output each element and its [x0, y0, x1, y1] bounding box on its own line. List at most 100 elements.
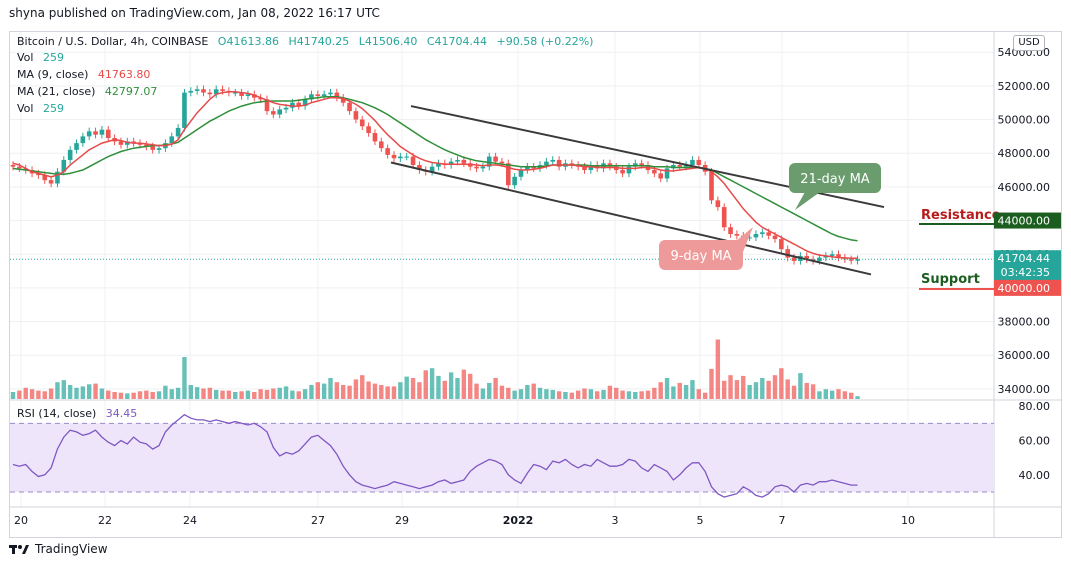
candle-body [290, 102, 295, 108]
volume-bar [664, 378, 670, 399]
volume-bar [429, 368, 435, 399]
volume-bar [252, 392, 257, 399]
candle-body [239, 92, 244, 96]
candle-body [182, 92, 187, 128]
volume-bar [588, 389, 594, 399]
time-tick-label: 22 [98, 514, 112, 527]
volume-bar [372, 383, 378, 399]
currency-button[interactable]: USD [1013, 35, 1045, 51]
volume-bar [137, 391, 143, 399]
candle-body [486, 156, 492, 167]
volume-bar [347, 385, 352, 399]
candle-body [283, 107, 289, 110]
candle-body [61, 159, 67, 172]
candle-body [512, 176, 517, 186]
volume-bar [334, 382, 340, 399]
candle-body [550, 159, 556, 162]
time-tick-label: 3 [612, 514, 619, 527]
volume-bar [582, 388, 587, 399]
volume-bar [772, 375, 778, 399]
price-tick-label: 46000.00 [998, 181, 1051, 194]
volume-bar [258, 389, 263, 399]
candle-body [309, 94, 314, 100]
candle-body [86, 131, 92, 137]
time-tick-label: 20 [14, 514, 28, 527]
candle-body [747, 237, 752, 239]
volume-bar [468, 373, 473, 399]
candle-body [125, 141, 130, 145]
candle-body [93, 131, 98, 135]
candle-body [709, 171, 714, 201]
price-chart[interactable]: 21-day MA9-day MAResistanceSupport54000.… [10, 32, 1061, 537]
volume-bar [74, 387, 79, 399]
volume-bar [461, 369, 467, 399]
volume-bar [61, 380, 66, 399]
candle-body [461, 159, 467, 164]
candle-body [848, 259, 854, 261]
candle-body [785, 249, 790, 258]
volume-bar [36, 390, 41, 399]
candle-body [607, 163, 613, 167]
volume-bar [150, 392, 155, 399]
low-value: L41506.40 [358, 35, 418, 48]
volume-bar [436, 375, 441, 399]
volume-bar [455, 378, 460, 399]
volume-bar [385, 386, 390, 399]
volume-bar [404, 376, 409, 399]
close-value: C41704.44 [426, 35, 488, 48]
volume-bar [309, 385, 314, 399]
candle-body [74, 143, 79, 150]
candle-body [144, 144, 149, 147]
candle-body [664, 168, 670, 179]
volume-bar [277, 387, 282, 399]
volume-bar [715, 339, 721, 399]
volume-bar [696, 389, 701, 399]
candle-body [188, 90, 194, 93]
volume-bar [321, 383, 327, 399]
candle-body [753, 234, 759, 238]
resistance-price-text: 44000.00 [998, 215, 1051, 228]
volume-bar [42, 391, 47, 399]
volume-bar [658, 382, 663, 399]
volume-bar [842, 391, 848, 399]
candle-body [836, 254, 841, 258]
volume-bar [233, 392, 238, 399]
resistance-price-badge [994, 212, 1061, 229]
candle-body [652, 170, 657, 174]
volume-bar [671, 386, 676, 399]
candle-body [436, 163, 441, 167]
volume-bar [836, 389, 841, 399]
candle-body [779, 239, 784, 250]
last-price-badge [994, 250, 1061, 281]
volume-bar [99, 388, 105, 399]
volume-bar [556, 391, 562, 399]
candle-body [385, 148, 390, 155]
volume-bar [87, 384, 92, 399]
price-tick-label: 36000.00 [998, 349, 1051, 362]
volume-bar [353, 379, 359, 399]
legend-line-vol: Vol 259 [17, 50, 64, 66]
volume-bar [410, 378, 416, 399]
candle-body [10, 164, 16, 167]
volume-bar [360, 375, 365, 399]
open-value: O41613.86 [217, 35, 279, 48]
volume-bar [620, 390, 625, 399]
volume-bar [709, 368, 714, 399]
ma9-label: MA (9, close) [17, 68, 89, 81]
tradingview-logo-icon [9, 545, 29, 554]
candle-body [398, 156, 403, 159]
rsi-tick-label: 40.00 [1019, 469, 1051, 482]
price-tick-label: 50000.00 [998, 114, 1051, 127]
volume-bar [683, 385, 689, 399]
ma21-callout [789, 163, 881, 193]
volume-bar [80, 386, 86, 399]
volume-bar [499, 385, 505, 399]
volume-bar [442, 380, 447, 399]
candle-body [633, 163, 638, 167]
footer-brand[interactable]: TradingView [9, 542, 108, 556]
volume-bar [328, 378, 333, 399]
volume-bar [690, 380, 695, 399]
candle-body [715, 200, 721, 208]
candle-body [690, 159, 695, 165]
candle-body [372, 133, 378, 142]
